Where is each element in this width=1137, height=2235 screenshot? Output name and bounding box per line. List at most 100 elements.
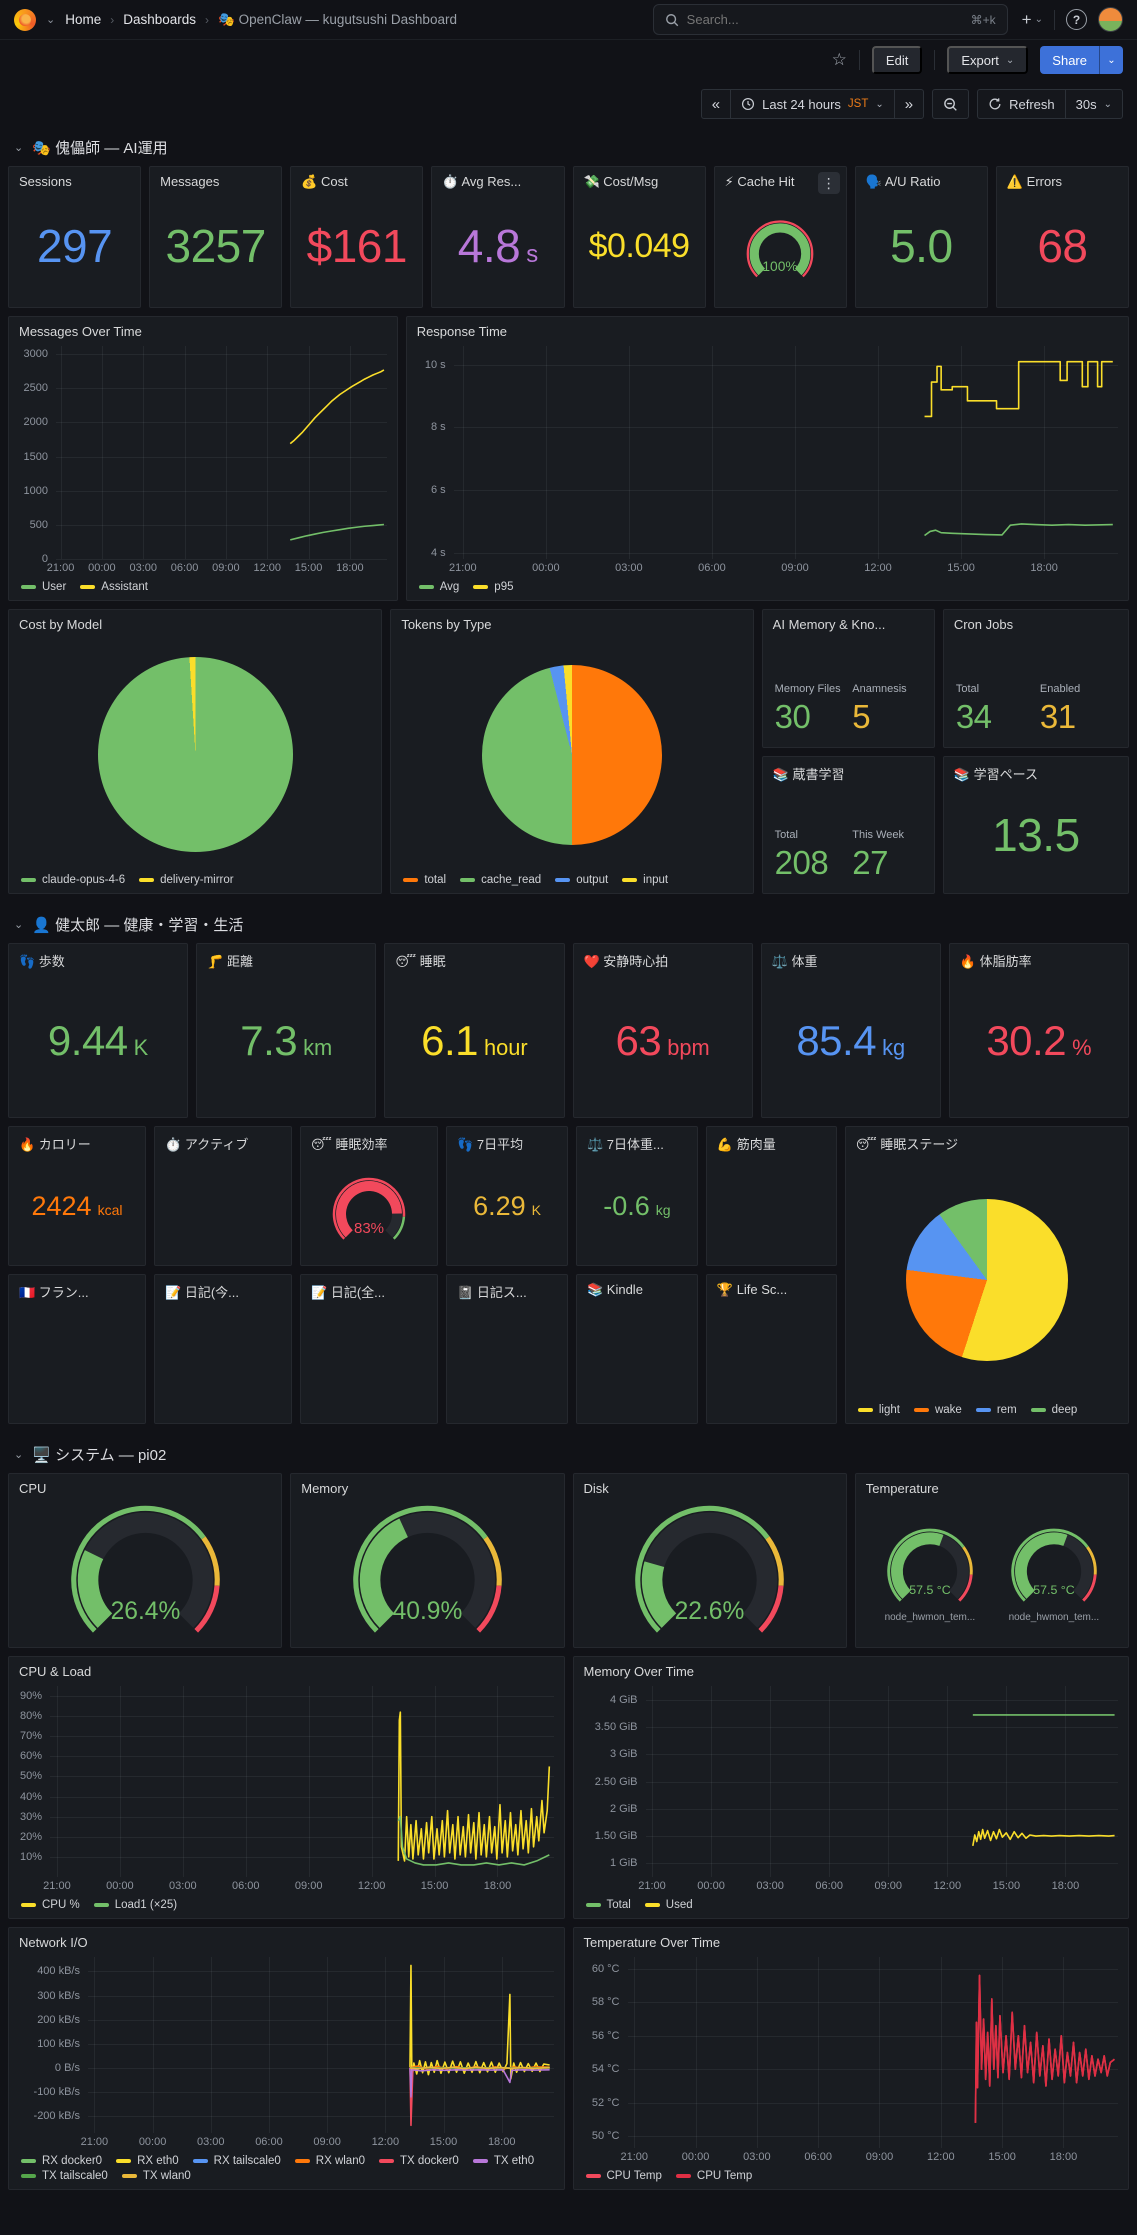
panel-header[interactable]: 😴 睡眠ステージ — [855, 1137, 959, 1152]
panel-header[interactable]: 📝 日記(今... — [165, 1285, 239, 1300]
time-shift-back-button[interactable]: « — [700, 89, 732, 119]
panel-header[interactable]: 🗣️ A/U Ratio — [865, 174, 941, 189]
panel-header[interactable]: ⚖️ 7日体重... — [586, 1137, 664, 1152]
panel-header[interactable]: Sessions — [19, 174, 72, 189]
legend-item[interactable]: claude-opus-4-6 — [21, 874, 125, 886]
kebab-menu-icon[interactable]: ⋮ — [817, 172, 840, 194]
refresh-button[interactable]: Refresh — [977, 89, 1066, 119]
refresh-icon — [989, 98, 1001, 110]
star-icon[interactable]: ☆ — [831, 50, 847, 69]
time-shift-forward-button[interactable]: » — [893, 89, 925, 119]
search-input[interactable] — [686, 12, 963, 27]
line-chart: 10% 20% 30% 40% 50% 60% 70% 80% 90% 21:00 00:00 03:… — [9, 1682, 564, 1918]
panel-header[interactable]: 👣 歩数 — [19, 954, 65, 969]
breadcrumb-dashboards[interactable]: Dashboards — [123, 12, 197, 27]
panel-muscle: 💪 筋肉量 — [705, 1126, 837, 1266]
legend-item[interactable]: Total — [585, 1899, 631, 1911]
panel-network-io: Network I/O -200 kB/s -100 kB/s 0 B/s 100 k… — [8, 1927, 565, 2190]
panel-header[interactable]: Temperature Over Time — [583, 1935, 721, 1950]
legend-item[interactable]: total — [403, 874, 446, 886]
legend-item[interactable]: TX tailscale0 — [21, 2170, 108, 2182]
share-button[interactable]: Share — [1040, 46, 1099, 74]
add-menu-button[interactable]: + ⌄ — [1021, 9, 1043, 29]
panel-header[interactable]: Messages — [160, 174, 220, 189]
legend-item[interactable]: TX wlan0 — [121, 2170, 191, 2182]
panel-header[interactable]: Cron Jobs — [953, 617, 1014, 632]
legend-item[interactable]: Assistant — [80, 581, 148, 593]
legend-item[interactable]: RX eth0 — [116, 2155, 179, 2167]
panel-header[interactable]: Temperature — [865, 1481, 939, 1496]
stat-value: 5.0 — [890, 220, 953, 272]
edit-button[interactable]: Edit — [871, 46, 923, 74]
legend-item[interactable]: p95 — [473, 581, 513, 593]
share-dropdown-button[interactable]: ⌄ — [1099, 46, 1123, 74]
section-header-system[interactable]: ⌄ 🖥️ システム — pi02 — [14, 1447, 167, 1464]
panel-header[interactable]: ⚠️ Errors — [1006, 174, 1063, 189]
panel-header[interactable]: 😴 睡眠効率 — [311, 1137, 388, 1152]
chevron-down-icon: ⌄ — [1005, 54, 1015, 66]
panel-header[interactable]: 🔥 体脂肪率 — [959, 954, 1032, 969]
panel-header[interactable]: Cost by Model — [19, 617, 103, 632]
legend-item[interactable]: CPU Temp — [675, 2170, 752, 2182]
panel-header[interactable]: CPU & Load — [19, 1664, 92, 1679]
gauge-label: node_hwmon_tem... — [884, 1612, 976, 1624]
panel-header[interactable]: 💪 筋肉量 — [716, 1137, 776, 1152]
chevron-down-icon[interactable]: ⌄ — [46, 14, 56, 26]
panel-header[interactable]: 📚 蔵書学習 — [772, 766, 845, 782]
legend-item[interactable]: Used — [644, 1899, 693, 1911]
legend-item[interactable]: cache_read — [460, 874, 541, 886]
panel-header[interactable]: 📝 日記(全... — [311, 1285, 386, 1300]
panel-header[interactable]: Tokens by Type — [401, 617, 492, 632]
refresh-interval-picker[interactable]: 30s ⌄ — [1064, 89, 1123, 119]
legend-item[interactable]: TX eth0 — [472, 2155, 534, 2167]
export-button[interactable]: Export ⌄ — [947, 46, 1029, 74]
line-chart: 50 °C 52 °C 54 °C 56 °C 58 °C 60 °C 21:00 00:00… — [574, 1953, 1129, 2189]
legend-item[interactable]: output — [555, 874, 608, 886]
section-header-ai[interactable]: ⌄ 🎭 傀儡師 — AI運用 — [14, 140, 168, 157]
panel-header[interactable]: 🇫🇷 フラン... — [19, 1285, 89, 1300]
section-header-health[interactable]: ⌄ 👤 健太郎 — 健康・学習・生活 — [14, 917, 244, 934]
panel-header[interactable]: 🔥 カロリー — [19, 1137, 91, 1152]
legend-item[interactable]: CPU % — [21, 1899, 80, 1911]
panel-header[interactable]: ⏱️ Avg Res... — [442, 174, 522, 189]
zoom-out-button[interactable] — [932, 89, 970, 119]
panel-header[interactable]: 📓 日記ス... — [457, 1285, 527, 1300]
panel-header[interactable]: Messages Over Time — [19, 324, 142, 339]
legend-item[interactable]: wake — [913, 1404, 962, 1416]
legend-item[interactable]: delivery-mirror — [139, 874, 234, 886]
stat-row-ai: Sessions 297 Messages 3257 💰 Cost $161 ⏱… — [8, 166, 1129, 308]
legend-item[interactable]: User — [21, 581, 66, 593]
legend-item[interactable]: input — [622, 874, 668, 886]
panel-header[interactable]: ⏱️ アクティブ — [165, 1137, 249, 1152]
time-range-picker[interactable]: Last 24 hours JST ⌄ — [730, 89, 895, 119]
panel-header[interactable]: Network I/O — [19, 1935, 88, 1950]
panel-header[interactable]: 👣 7日平均 — [457, 1137, 524, 1152]
legend-item[interactable]: deep — [1030, 1404, 1077, 1416]
panel-header[interactable]: 💰 Cost — [301, 174, 348, 189]
panel-header[interactable]: 😴 睡眠 — [395, 954, 446, 969]
help-icon[interactable]: ? — [1066, 9, 1087, 30]
search-box[interactable]: ⌘+k — [652, 4, 1008, 35]
grafana-logo[interactable] — [14, 8, 36, 31]
avatar[interactable] — [1098, 7, 1123, 32]
panel-header[interactable]: ❤️ 安静時心拍 — [583, 954, 669, 969]
legend-item[interactable]: TX docker0 — [379, 2155, 459, 2167]
panel-header[interactable]: 📚 学習ペース — [953, 766, 1038, 782]
legend-item[interactable]: rem — [975, 1404, 1017, 1416]
panel-header[interactable]: 🏆 Life Sc... — [716, 1282, 788, 1297]
panel-header[interactable]: 📚 Kindle — [586, 1282, 643, 1297]
breadcrumb-home[interactable]: Home — [65, 12, 102, 27]
panel-header[interactable]: Memory Over Time — [583, 1664, 695, 1679]
panel-header[interactable]: 🦵 距離 — [207, 954, 253, 969]
legend-item[interactable]: RX wlan0 — [294, 2155, 365, 2167]
legend-item[interactable]: Avg — [418, 581, 459, 593]
legend-item[interactable]: Load1 (×25) — [93, 1899, 177, 1911]
panel-header[interactable]: 💸 Cost/Msg — [583, 174, 659, 189]
panel-header[interactable]: Response Time — [416, 324, 508, 339]
legend-item[interactable]: RX tailscale0 — [192, 2155, 281, 2167]
legend-item[interactable]: CPU Temp — [585, 2170, 662, 2182]
legend-item[interactable]: RX docker0 — [21, 2155, 102, 2167]
panel-header[interactable]: ⚖️ 体重 — [771, 954, 818, 969]
legend-item[interactable]: light — [857, 1404, 900, 1416]
panel-header[interactable]: AI Memory & Kno... — [772, 617, 886, 632]
